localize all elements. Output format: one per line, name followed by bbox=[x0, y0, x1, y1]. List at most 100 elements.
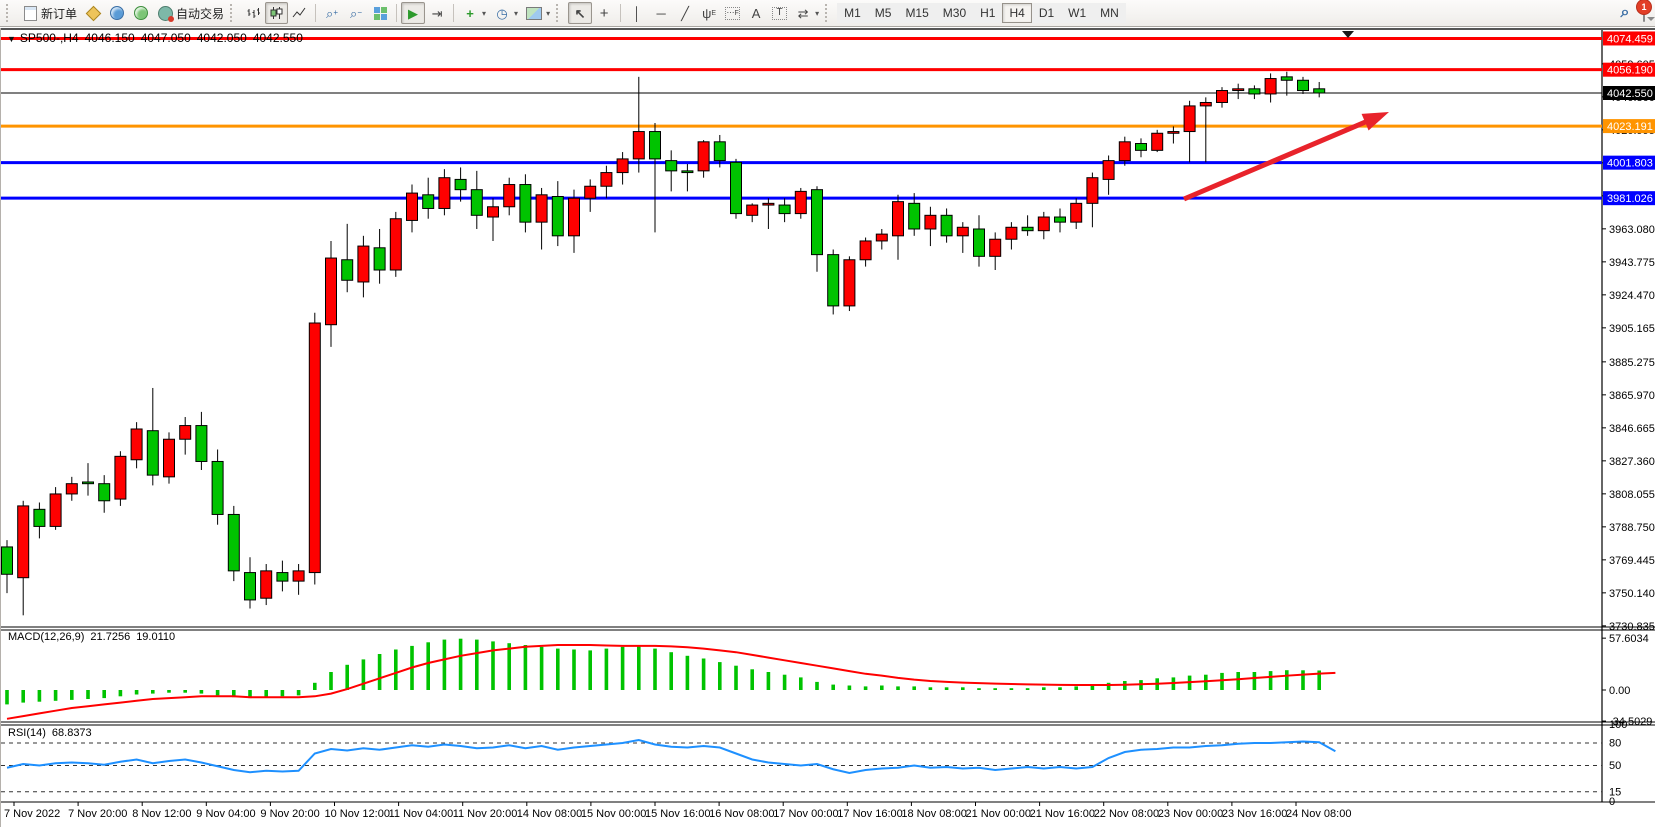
macd-histogram-bar bbox=[572, 649, 576, 690]
arrows-icon: ⇄ bbox=[797, 5, 809, 21]
macd-histogram-bar bbox=[1220, 672, 1224, 690]
timeframe-w1[interactable]: W1 bbox=[1061, 3, 1094, 23]
indicators-button[interactable]: + ▾ bbox=[458, 2, 490, 24]
macd-histogram-bar bbox=[361, 659, 366, 690]
fibonacci-button[interactable]: ⋯ F bbox=[721, 2, 744, 24]
macd-value-signal: 19.0110 bbox=[136, 631, 176, 643]
macd-histogram-bar bbox=[993, 688, 997, 690]
candle bbox=[1037, 216, 1050, 232]
trend-arrow-line[interactable] bbox=[1183, 117, 1372, 202]
time-label: 9 Nov 20:00 bbox=[260, 808, 319, 820]
toolbar-grip[interactable] bbox=[556, 4, 564, 22]
candle bbox=[1102, 160, 1115, 180]
candle bbox=[33, 508, 46, 527]
toolbar-grip[interactable] bbox=[6, 4, 14, 22]
trendline-button[interactable]: ╱ bbox=[673, 2, 697, 24]
macd-histogram-bar bbox=[491, 641, 495, 690]
candle bbox=[1135, 143, 1147, 151]
price-tick-label: 3769.445 bbox=[1609, 555, 1655, 567]
line-chart-button[interactable] bbox=[288, 2, 311, 24]
horizontal-line-button[interactable]: ─ bbox=[649, 2, 673, 24]
vertical-line-button[interactable]: │ bbox=[625, 2, 649, 24]
chart-close: 4042.550 bbox=[252, 31, 303, 45]
horizontal-line-icon: ─ bbox=[656, 5, 666, 21]
candle bbox=[114, 455, 127, 500]
timeframe-m5[interactable]: M5 bbox=[867, 3, 899, 23]
candle bbox=[632, 131, 645, 160]
macd-histogram-bar bbox=[329, 672, 333, 690]
candle bbox=[1070, 202, 1083, 223]
price-tick-label: 3924.470 bbox=[1609, 290, 1655, 302]
timeframe-h4[interactable]: H4 bbox=[1002, 3, 1032, 23]
bar-chart-button[interactable] bbox=[242, 2, 265, 24]
search-icon[interactable]: ⌕ bbox=[1620, 4, 1630, 21]
candle bbox=[1216, 90, 1228, 103]
crosshair-button[interactable]: + bbox=[592, 2, 616, 24]
tile-windows-button[interactable] bbox=[368, 2, 392, 24]
new-order-label: 新订单 bbox=[41, 6, 78, 21]
indicators-icon: + bbox=[466, 5, 474, 21]
candle bbox=[892, 201, 904, 237]
macd-histogram-bar bbox=[961, 687, 965, 690]
candle bbox=[681, 170, 694, 174]
candle bbox=[940, 214, 953, 237]
macd-histogram-bar bbox=[669, 652, 673, 690]
auto-scroll-button[interactable]: ▶ bbox=[401, 2, 426, 24]
cursor-button[interactable]: ↖ bbox=[568, 2, 593, 24]
time-label: 10 Nov 12:00 bbox=[325, 808, 390, 820]
autotrading-button[interactable]: 自动交易 bbox=[153, 2, 228, 24]
candle bbox=[227, 513, 240, 572]
time-label: 17 Nov 16:00 bbox=[837, 808, 902, 820]
macd-histogram-bar bbox=[1236, 672, 1240, 690]
toolbar-grip[interactable] bbox=[825, 4, 833, 22]
text-button[interactable]: A bbox=[744, 2, 768, 24]
toolbar-grip[interactable] bbox=[230, 4, 238, 22]
text-icon: A bbox=[751, 5, 761, 21]
rsi-scale-label: 80 bbox=[1609, 738, 1621, 750]
candle bbox=[163, 438, 175, 478]
periods-button[interactable]: ◷ ▾ bbox=[490, 2, 522, 24]
metaeditor-button[interactable] bbox=[81, 2, 105, 24]
vertical-line-icon: │ bbox=[633, 5, 642, 21]
candle bbox=[195, 425, 208, 462]
new-order-icon bbox=[23, 5, 37, 21]
macd-histogram-bar bbox=[167, 690, 171, 693]
rsi-scale-label: 100 bbox=[1609, 719, 1627, 731]
timeframe-h1[interactable]: H1 bbox=[973, 3, 1003, 23]
macd-histogram-bar bbox=[1252, 672, 1257, 690]
time-label: 8 Nov 12:00 bbox=[132, 808, 191, 820]
price-tick-label: 3943.775 bbox=[1609, 257, 1655, 269]
chart-symbol-period: SP500-,H4 bbox=[19, 31, 79, 45]
trend-arrow-head[interactable] bbox=[1361, 112, 1389, 131]
chevron-down-icon: ▾ bbox=[514, 8, 519, 18]
chart-canvas[interactable]: 4059.6054040.3004020.9954001.6903982.385… bbox=[1, 28, 1655, 827]
notifications-button[interactable]: 1 bbox=[1636, 0, 1652, 22]
new-order-button[interactable]: 新订单 bbox=[18, 2, 81, 24]
candlestick-button[interactable] bbox=[265, 2, 289, 24]
oneclick-collapse-icon[interactable]: ▼ bbox=[7, 34, 16, 44]
signals-button[interactable] bbox=[129, 2, 153, 24]
candle bbox=[260, 570, 273, 599]
timeframe-d1[interactable]: D1 bbox=[1031, 3, 1062, 23]
arrows-button[interactable]: ⇄ ▾ bbox=[791, 2, 823, 24]
price-tag bbox=[1603, 62, 1655, 77]
chart-shift-marker[interactable] bbox=[1342, 31, 1354, 38]
time-label: 17 Nov 00:00 bbox=[773, 808, 838, 820]
time-label: 23 Nov 00:00 bbox=[1158, 808, 1223, 820]
zoom-in-button[interactable]: ⌕ + bbox=[320, 2, 344, 24]
templates-button[interactable]: ▾ bbox=[522, 2, 554, 24]
time-label: 16 Nov 08:00 bbox=[709, 808, 774, 820]
timeframe-m1[interactable]: M1 bbox=[837, 3, 868, 23]
chart-shift-button[interactable]: ⇥ bbox=[425, 2, 449, 24]
zoom-out-button[interactable]: ⌕ − bbox=[344, 2, 368, 24]
timeframe-m30[interactable]: M30 bbox=[935, 3, 974, 23]
mql5-community-button[interactable] bbox=[105, 2, 129, 24]
candle bbox=[487, 206, 499, 218]
text-label-button[interactable]: T bbox=[768, 2, 791, 24]
timeframe-m15[interactable]: M15 bbox=[898, 3, 936, 23]
timeframe-mn[interactable]: MN bbox=[1093, 3, 1126, 23]
chart-high: 4047.050 bbox=[140, 31, 191, 45]
candle bbox=[665, 160, 678, 172]
price-tick-label: 3788.750 bbox=[1609, 522, 1655, 534]
